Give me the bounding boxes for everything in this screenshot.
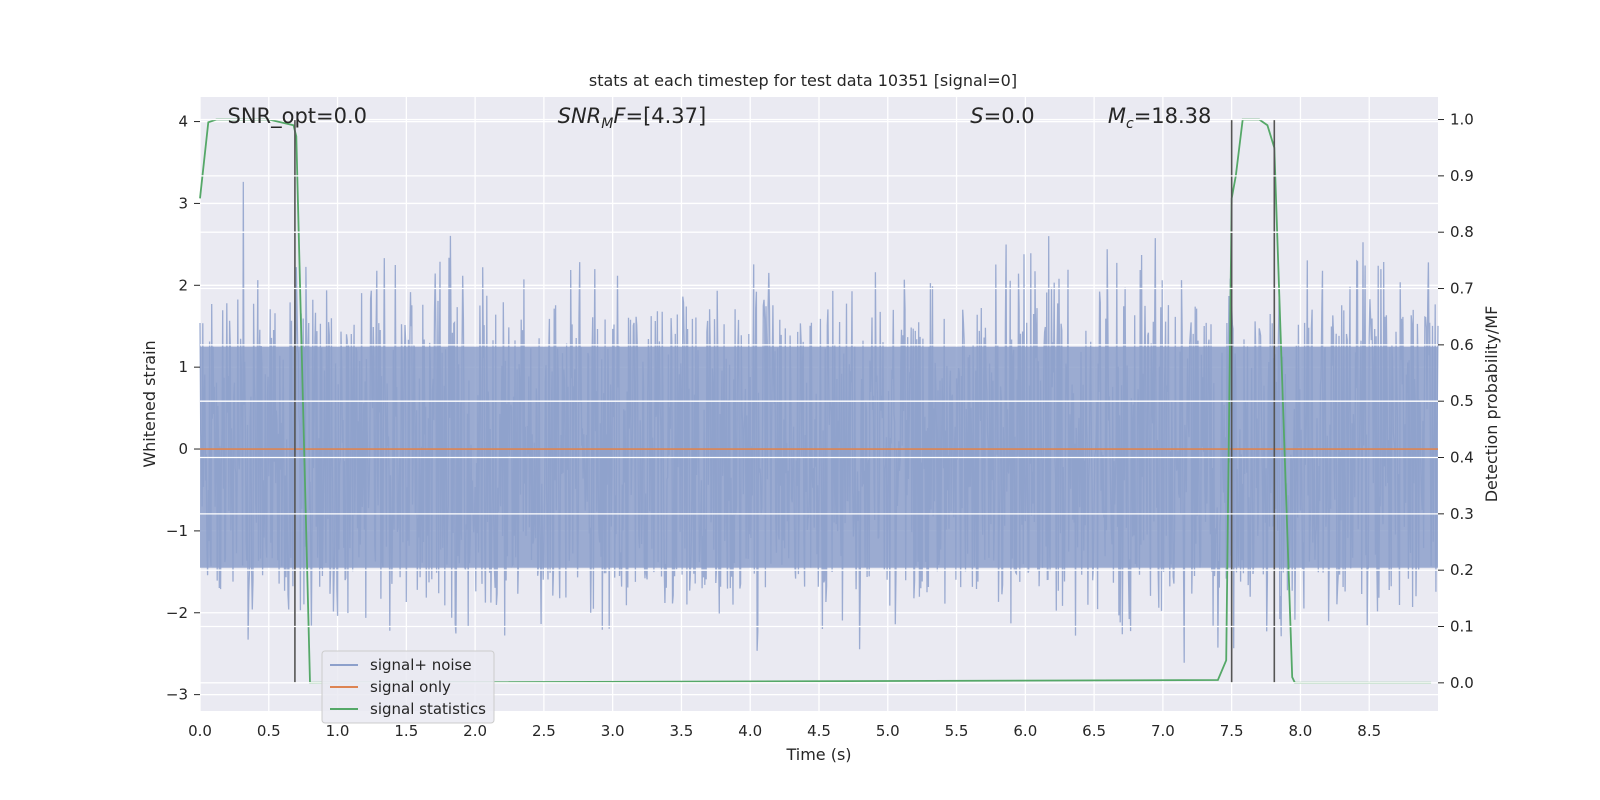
y-right-tick-label: 0.9 [1450,167,1474,185]
y-right-tick-label: 0.7 [1450,280,1474,298]
y-axis-label-left: Whitened strain [140,340,159,467]
x-tick-label: 6.5 [1082,722,1106,740]
x-tick-label: 7.5 [1220,722,1244,740]
y-right-tick-label: 0.5 [1450,392,1474,410]
y-right-tick-label: 0.4 [1450,449,1474,467]
legend-label: signal statistics [370,700,486,718]
x-tick-label: 2.5 [532,722,556,740]
annotation: SNR_opt=0.0 [228,104,368,129]
y-tick-label: −3 [166,686,188,704]
legend: signal+ noise signal only signal statistic… [321,650,495,724]
y-ticks-left: −3 −2 −1 0 1 2 3 4 [166,113,200,704]
x-tick-label: 7.0 [1151,722,1175,740]
y-tick-label: 0 [178,440,188,458]
x-tick-label: 0.0 [188,722,212,740]
x-tick-label: 4.0 [738,722,762,740]
y-ticks-right: 0.0 0.1 0.2 0.3 0.4 0.5 0.6 0.7 0.8 0.9 1.0 [200,111,1474,692]
y-tick-label: −2 [166,604,188,622]
annotation: S=0.0 [970,104,1034,128]
x-tick-label: 1.0 [326,722,350,740]
x-tick-label: 5.5 [945,722,969,740]
y-axis-label-right: Detection probability/MF [1482,306,1501,503]
x-tick-label: 3.0 [601,722,625,740]
x-tick-label: 1.5 [394,722,418,740]
y-right-tick-label: 0.2 [1450,561,1474,579]
legend-label: signal only [370,678,451,696]
x-tick-label: 2.0 [463,722,487,740]
y-right-tick-label: 0.8 [1450,223,1474,241]
y-tick-label: 3 [178,194,188,212]
x-tick-label: 8.0 [1289,722,1313,740]
y-right-tick-label: 0.6 [1450,336,1474,354]
x-ticks: 0.0 0.5 1.0 1.5 2.0 2.5 3.0 3.5 4.0 4.5 5.0 5.5 6.0 6… [188,722,1381,740]
y-tick-label: −1 [166,522,188,540]
x-tick-label: 4.5 [807,722,831,740]
x-tick-label: 5.0 [876,722,900,740]
y-right-tick-label: 1.0 [1450,111,1474,129]
y-right-tick-label: 0.0 [1450,674,1474,692]
annotations: SNR_opt=0.0 SNRMF=[4.37] S=0.0 Mc=18.38 [228,104,1212,132]
legend-label: signal+ noise [370,656,472,674]
y-tick-label: 2 [178,276,188,294]
chart-title: stats at each timestep for test data 103… [589,71,1017,90]
y-tick-label: 4 [178,113,188,131]
x-axis-label: Time (s) [785,745,851,764]
x-tick-label: 0.5 [257,722,281,740]
annotation: SNRMF=[4.37] [558,104,707,132]
y-tick-label: 1 [178,358,188,376]
x-tick-label: 8.5 [1357,722,1381,740]
y-right-tick-label: 0.3 [1450,505,1474,523]
x-tick-label: 3.5 [670,722,694,740]
legend-box [321,650,495,724]
x-tick-label: 6.0 [1013,722,1037,740]
annotation: Mc=18.38 [1108,104,1212,132]
y-right-tick-label: 0.1 [1450,618,1474,636]
